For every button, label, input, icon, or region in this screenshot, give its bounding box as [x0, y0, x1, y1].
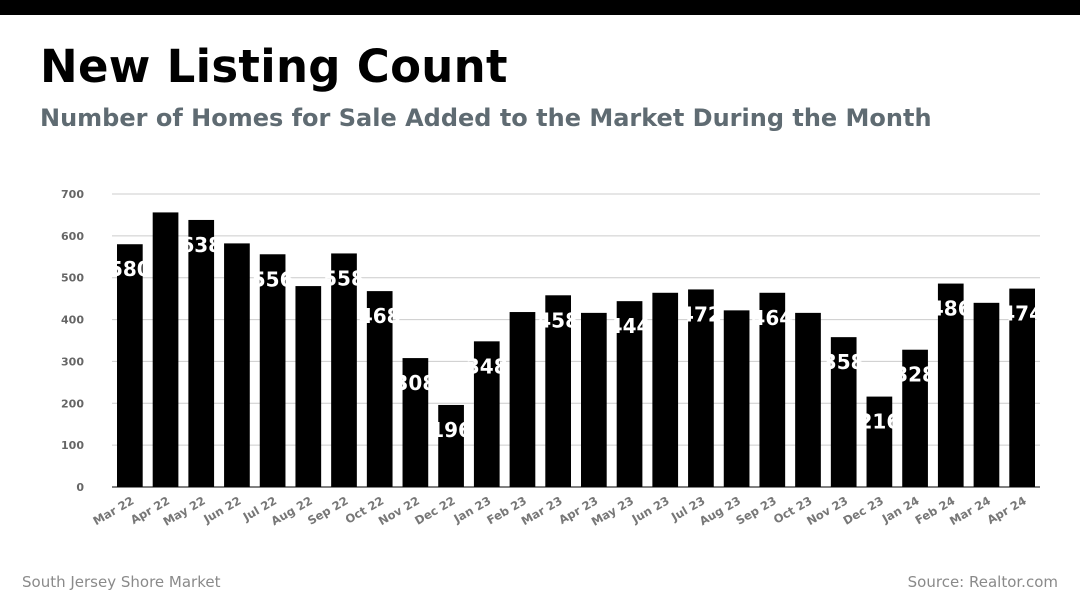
bar — [616, 301, 643, 487]
bar — [1009, 288, 1036, 487]
bar — [759, 292, 786, 487]
bar — [652, 292, 679, 487]
footer-market-name: South Jersey Shore Market — [22, 573, 221, 591]
bar — [937, 283, 964, 487]
y-tick-label: 500 — [61, 272, 84, 285]
bar — [509, 312, 536, 487]
x-tick-label: Jun 23 — [629, 493, 672, 526]
data-label: 328 — [894, 363, 936, 387]
bar — [545, 295, 572, 487]
x-tick-label: Dec 22 — [412, 493, 457, 527]
x-tick-label: Dec 23 — [841, 493, 886, 527]
bar — [224, 243, 250, 487]
bar — [366, 291, 393, 487]
bar — [795, 312, 821, 487]
data-label: 474 — [1001, 302, 1043, 326]
data-label: 358 — [823, 350, 865, 374]
bar — [259, 254, 286, 487]
data-label: 348 — [466, 354, 508, 378]
data-label: 458 — [537, 308, 579, 332]
page-title: New Listing Count — [40, 40, 508, 93]
y-tick-label: 300 — [61, 355, 84, 368]
bar — [902, 349, 928, 487]
top-bar — [0, 0, 1080, 15]
bar — [723, 310, 750, 487]
x-tick-label: Mar 24 — [947, 493, 993, 528]
data-label: 472 — [680, 302, 722, 326]
bar — [152, 212, 179, 487]
data-label: 308 — [395, 371, 437, 395]
y-tick-label: 700 — [61, 188, 84, 201]
x-tick-label: Apr 24 — [985, 493, 1029, 527]
x-tick-label: Sep 22 — [305, 493, 350, 527]
bar — [688, 289, 714, 487]
x-tick-label: Nov 22 — [376, 493, 422, 528]
bar — [331, 253, 357, 487]
bar — [473, 341, 500, 487]
bar — [866, 396, 893, 487]
data-label: 216 — [859, 410, 901, 434]
data-label: 638 — [180, 233, 222, 257]
bar — [973, 302, 1000, 487]
bar — [188, 219, 215, 488]
y-tick-label: 100 — [61, 439, 84, 452]
x-tick-label: Aug 23 — [697, 493, 743, 528]
x-tick-label: Mar 23 — [519, 493, 565, 528]
data-label: 444 — [609, 314, 651, 338]
data-label: 464 — [751, 306, 793, 330]
data-label: 580 — [109, 257, 151, 281]
footer-source: Source: Realtor.com — [907, 573, 1058, 591]
bar — [402, 358, 429, 487]
data-label: 468 — [359, 304, 401, 328]
data-label: 558 — [323, 266, 365, 290]
y-tick-label: 0 — [76, 481, 84, 494]
y-tick-label: 600 — [61, 230, 84, 243]
bar — [295, 286, 322, 487]
data-label: 196 — [430, 418, 472, 442]
y-tick-label: 200 — [61, 397, 84, 410]
x-tick-label: Sep 23 — [733, 493, 778, 527]
bar — [580, 312, 607, 487]
bar — [116, 244, 143, 487]
data-label: 556 — [252, 267, 294, 291]
bar — [830, 337, 857, 487]
bar — [438, 404, 464, 487]
y-tick-label: 400 — [61, 314, 84, 327]
data-label: 486 — [930, 297, 972, 321]
x-tick-label: Nov 23 — [804, 493, 850, 528]
page-subtitle: Number of Homes for Sale Added to the Ma… — [40, 104, 932, 132]
x-tick-label: Aug 22 — [269, 493, 315, 528]
x-tick-label: Mar 22 — [90, 493, 136, 528]
x-tick-label: Jun 22 — [200, 493, 243, 526]
